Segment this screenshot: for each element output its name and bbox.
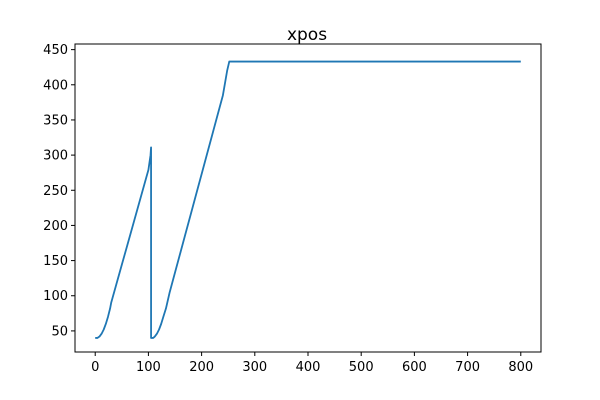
axes-frame [74, 43, 542, 353]
y-tick-label: 350 [43, 113, 68, 128]
y-axis: 50 100 150 200 250 300 350 400 450 [43, 43, 75, 339]
y-tick-label: 150 [43, 254, 68, 269]
x-tick-label: 0 [91, 360, 99, 375]
y-tick-label: 50 [51, 324, 68, 339]
series-line [95, 60, 521, 339]
x-tick-label: 500 [349, 360, 374, 375]
y-tick-label: 300 [43, 149, 68, 164]
x-tick-label: 100 [136, 360, 161, 375]
chart-title: xpos [287, 25, 327, 45]
x-tick-label: 300 [242, 360, 267, 375]
x-tick-label: 800 [508, 360, 533, 375]
x-tick-label: 600 [402, 360, 427, 375]
x-tick-label: 200 [189, 360, 214, 375]
x-tick-label: 400 [296, 360, 321, 375]
y-tick-label: 100 [43, 289, 68, 304]
y-tick-label: 400 [43, 78, 68, 93]
plot-area [95, 60, 521, 339]
y-tick-label: 250 [43, 184, 68, 199]
x-axis: 0 100 200 300 400 500 600 700 800 [91, 352, 533, 375]
y-tick-label: 200 [43, 219, 68, 234]
y-tick-label: 450 [43, 43, 68, 58]
x-tick-label: 700 [455, 360, 480, 375]
